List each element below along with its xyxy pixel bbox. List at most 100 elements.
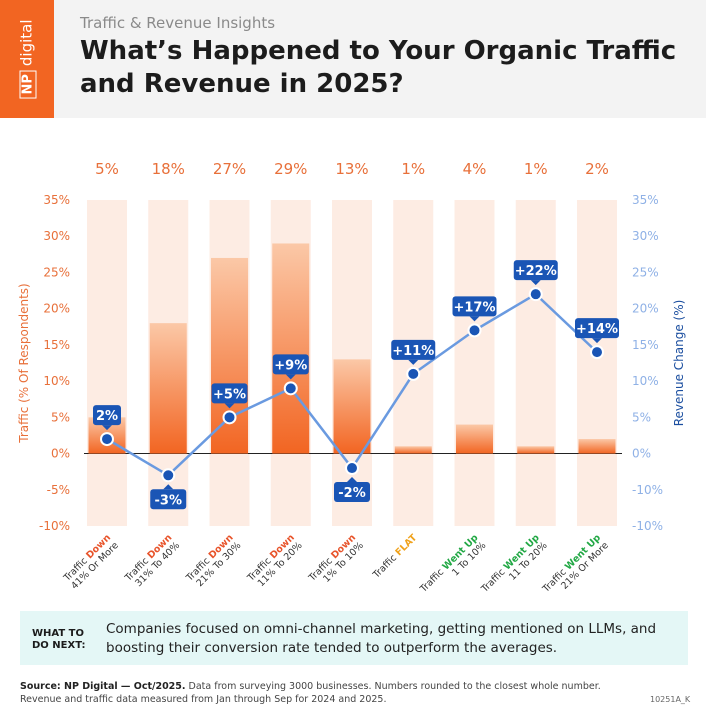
revenue-value-label: +22% <box>515 264 557 279</box>
traffic-value-label: 18% <box>152 160 185 178</box>
category-label-line1: Traffic FLAT <box>370 532 419 581</box>
advice-label: WHAT TO DO NEXT: <box>32 628 85 652</box>
revenue-point <box>467 323 482 338</box>
header: NP digital Traffic & Revenue Insights Wha… <box>0 0 706 118</box>
category-lead: Traffic <box>479 565 510 596</box>
revenue-point <box>590 345 604 360</box>
y-left-tick: 0% <box>51 447 70 461</box>
revenue-label-box <box>513 260 558 281</box>
y-left-tick: -10% <box>39 519 70 533</box>
traffic-value-label: 2% <box>585 160 609 178</box>
revenue-label-box <box>334 482 370 503</box>
revenue-label-box <box>272 354 309 375</box>
revenue-point <box>528 287 543 302</box>
logo-brand: digital <box>17 19 36 67</box>
advice-box: WHAT TO DO NEXT: Companies focused on om… <box>20 611 688 665</box>
y-right-tick: 25% <box>632 265 659 279</box>
traffic-bar <box>149 323 187 454</box>
page-title: What’s Happened to Your Organic Traffic … <box>80 36 677 99</box>
y-left-tick: 35% <box>43 193 70 207</box>
bar-background <box>515 200 556 526</box>
revenue-label-box <box>211 383 248 404</box>
traffic-bar <box>394 446 432 454</box>
y-right-tick: 35% <box>632 193 659 207</box>
revenue-label-pointer <box>347 477 357 483</box>
traffic-value-label: 1% <box>401 160 425 178</box>
revenue-value-label: +5% <box>213 387 246 402</box>
traffic-bar <box>456 424 493 454</box>
y-right-tick: 10% <box>632 374 659 388</box>
y-right-tick: -10% <box>632 483 663 497</box>
y-left-axis-title: Traffic (% Of Respondents) <box>17 283 31 444</box>
y-right-axis-title: Revenue Change (%) <box>672 300 686 427</box>
revenue-label-pointer <box>408 359 419 365</box>
revenue-label-box <box>452 296 497 317</box>
y-right-tick: 5% <box>632 410 651 424</box>
revenue-label-box <box>150 489 187 510</box>
revenue-label-box <box>575 318 619 339</box>
revenue-point <box>283 381 298 396</box>
traffic-bar <box>517 446 555 454</box>
y-left-tick: -5% <box>47 483 70 497</box>
revenue-point <box>406 366 421 381</box>
logo-np: NP <box>19 70 37 99</box>
advice-label-line2: DO NEXT: <box>32 640 86 651</box>
revenue-value-label: -3% <box>155 493 182 508</box>
y-left-tick: 15% <box>43 338 70 352</box>
revenue-value-label: +17% <box>453 300 495 315</box>
traffic-bar <box>578 439 616 454</box>
infographic-code: 10251A_K <box>650 695 691 704</box>
footer-source: Source: NP Digital — Oct/2025. Data from… <box>20 680 620 706</box>
traffic-value-label: 29% <box>274 160 307 178</box>
source-text: Data from surveying 3000 businesses. Num… <box>20 681 601 705</box>
category-lead: Traffic <box>370 550 401 581</box>
np-digital-logo: NP digital <box>0 0 54 118</box>
revenue-label-pointer <box>224 403 235 409</box>
y-right-tick: 30% <box>632 229 659 243</box>
revenue-value-label: +9% <box>274 358 307 373</box>
revenue-value-label: 2% <box>96 409 118 424</box>
y-right-tick: 0% <box>632 447 651 461</box>
revenue-point <box>222 410 237 425</box>
y-left-tick: 10% <box>43 374 70 388</box>
revenue-point <box>161 468 176 483</box>
eyebrow: Traffic & Revenue Insights <box>80 14 276 32</box>
revenue-label-box <box>93 405 121 426</box>
revenue-value-label: -2% <box>338 486 365 501</box>
traffic-value-label: 1% <box>524 160 548 178</box>
revenue-value-label: +11% <box>392 344 434 359</box>
revenue-value-label: +14% <box>576 322 618 337</box>
bar-background <box>454 200 495 526</box>
advice-text: Companies focused on omni-channel market… <box>106 621 657 656</box>
revenue-point <box>345 461 359 476</box>
revenue-label-pointer <box>469 316 480 322</box>
revenue-label-pointer <box>163 484 174 490</box>
source-label: Source: NP Digital — Oct/2025. <box>20 681 186 692</box>
y-left-tick: 20% <box>43 302 70 316</box>
category-label: Traffic Went Up1 To 10% <box>417 532 488 596</box>
revenue-label-pointer <box>530 280 541 286</box>
traffic-bar <box>333 359 371 454</box>
revenue-label-pointer <box>102 425 112 431</box>
y-left-tick: 30% <box>43 229 70 243</box>
category-status: FLAT <box>393 532 419 558</box>
y-left-tick: 25% <box>43 265 70 279</box>
advice-label-line1: WHAT TO <box>32 628 84 639</box>
traffic-bar <box>272 243 310 454</box>
traffic-value-label: 27% <box>213 160 246 178</box>
revenue-label-pointer <box>592 338 602 344</box>
revenue-label-box <box>391 339 436 360</box>
traffic-value-label: 13% <box>335 160 368 178</box>
revenue-label-pointer <box>285 374 296 380</box>
bar-background <box>577 200 617 526</box>
y-right-tick: 20% <box>632 302 659 316</box>
bar-background <box>87 200 127 526</box>
category-lead: Traffic <box>417 565 448 596</box>
revenue-point <box>100 432 114 447</box>
